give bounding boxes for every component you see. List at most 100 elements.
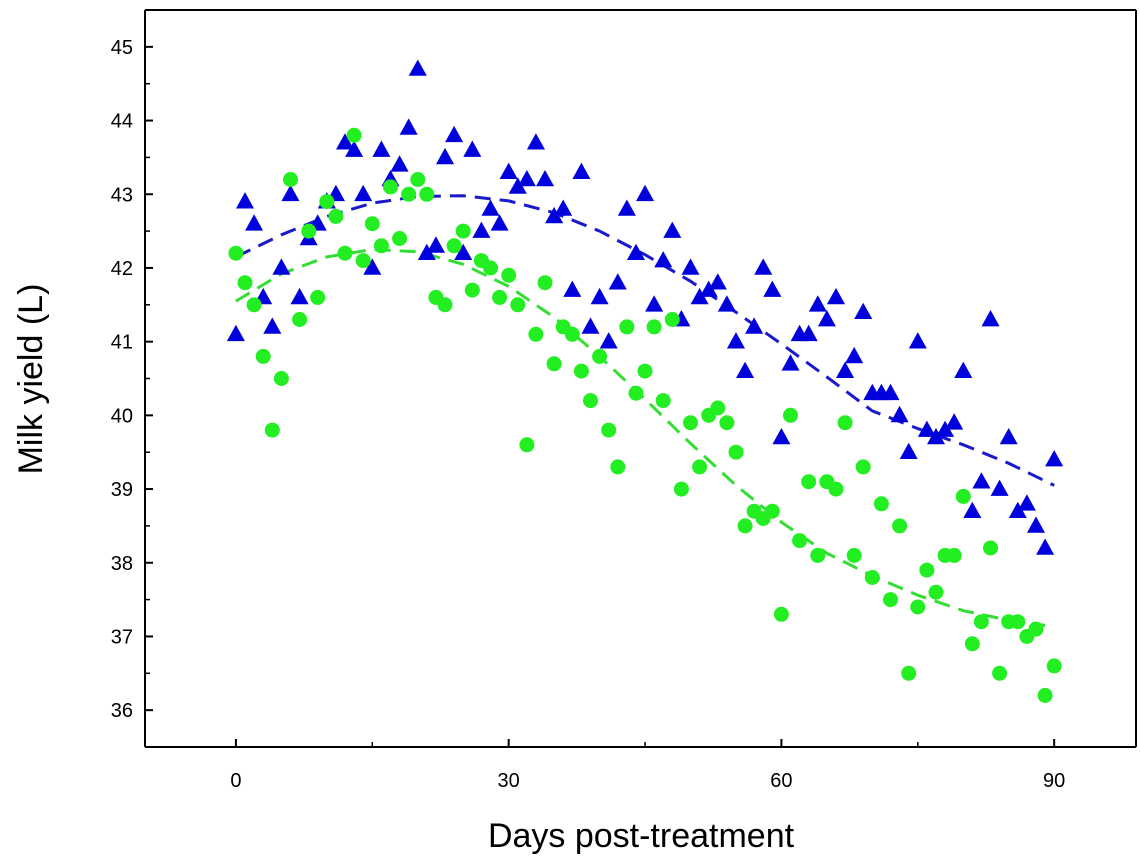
triangle-point bbox=[936, 420, 955, 437]
circle-point bbox=[310, 289, 326, 305]
circle-point bbox=[964, 636, 980, 652]
y-axis-label: Milk yield (L) bbox=[12, 284, 50, 475]
triangle-point bbox=[454, 243, 473, 260]
circle-point bbox=[646, 319, 662, 335]
y-tick-label: 41 bbox=[111, 332, 133, 354]
triangle-point bbox=[336, 133, 354, 150]
circle-point bbox=[610, 459, 626, 475]
circle-point bbox=[719, 415, 735, 431]
circle-point bbox=[228, 245, 244, 261]
triangle-point bbox=[945, 413, 964, 430]
circle-point bbox=[601, 422, 617, 438]
circle-point bbox=[946, 547, 962, 563]
triangle-point bbox=[526, 133, 545, 150]
triangle-point bbox=[736, 361, 755, 378]
circle-point bbox=[1037, 687, 1053, 703]
circle-point bbox=[510, 297, 526, 313]
circle-point bbox=[373, 238, 389, 254]
circle-point bbox=[301, 223, 317, 239]
triangle-point bbox=[590, 287, 609, 305]
triangle-point bbox=[1036, 538, 1055, 555]
triangle-point bbox=[890, 405, 909, 423]
circle-point bbox=[537, 275, 553, 291]
circle-point bbox=[801, 474, 817, 490]
circle-point bbox=[828, 481, 844, 497]
x-axis-label: Days post-treatment bbox=[488, 817, 795, 855]
circle-point bbox=[983, 540, 998, 556]
x-tick-label: 0 bbox=[230, 770, 241, 792]
fit-curve-2 bbox=[235, 247, 1046, 627]
circle-point bbox=[546, 356, 562, 372]
triangle-point bbox=[472, 221, 491, 238]
triangle-point bbox=[581, 317, 600, 334]
triangle-point bbox=[981, 310, 1000, 327]
triangle-point bbox=[263, 317, 282, 334]
triangle-point bbox=[763, 280, 782, 297]
triangle-point bbox=[281, 184, 300, 202]
axis-ticks: 0 30 60 90 36 37 38 39 40 41 42 43 44 45 bbox=[111, 37, 1066, 792]
circle-point bbox=[873, 496, 889, 512]
circle-point bbox=[292, 312, 308, 327]
triangle-point bbox=[781, 354, 800, 371]
circle-point bbox=[401, 186, 417, 202]
circle-point bbox=[519, 437, 535, 453]
circle-point bbox=[283, 172, 298, 187]
circle-point bbox=[664, 312, 680, 327]
circle-point bbox=[492, 289, 508, 305]
triangle-point bbox=[808, 295, 827, 312]
triangle-point bbox=[490, 214, 509, 231]
triangle-point bbox=[645, 295, 664, 312]
circle-point bbox=[464, 282, 480, 298]
circle-point bbox=[564, 326, 580, 342]
circle-point bbox=[528, 326, 544, 342]
y-tick-label: 39 bbox=[111, 479, 133, 501]
circle-point bbox=[846, 547, 862, 563]
x-tick-label: 30 bbox=[498, 770, 520, 792]
y-tick-label: 43 bbox=[111, 184, 133, 206]
triangle-point bbox=[545, 206, 564, 224]
x-tick-label: 60 bbox=[770, 770, 792, 792]
data-points bbox=[226, 59, 1064, 703]
circle-point bbox=[383, 179, 398, 195]
triangle-point bbox=[717, 295, 736, 312]
y-tick-label: 40 bbox=[111, 405, 133, 427]
circle-point bbox=[673, 481, 689, 497]
triangle-point bbox=[226, 324, 245, 342]
circle-point bbox=[637, 363, 653, 379]
circle-point bbox=[837, 415, 853, 431]
triangle-point bbox=[417, 243, 436, 260]
triangle-point bbox=[408, 59, 427, 76]
circle-point bbox=[319, 194, 335, 210]
triangle-point bbox=[636, 184, 655, 202]
triangle-point bbox=[654, 251, 673, 268]
triangle-point bbox=[236, 192, 254, 209]
circle-point bbox=[264, 422, 280, 438]
circle-point bbox=[583, 393, 598, 409]
triangle-point bbox=[517, 170, 536, 187]
triangle-point bbox=[372, 140, 391, 157]
circle-point bbox=[928, 584, 944, 600]
circle-point bbox=[392, 231, 408, 246]
triangle-point bbox=[745, 317, 764, 334]
triangle-point bbox=[554, 199, 573, 216]
circle-point bbox=[483, 260, 498, 276]
circle-point bbox=[892, 518, 908, 534]
triangle-point bbox=[899, 442, 918, 459]
triangle-point bbox=[436, 147, 455, 165]
circle-point bbox=[737, 518, 753, 534]
triangle-point bbox=[799, 324, 818, 342]
triangle-point bbox=[836, 361, 855, 378]
triangle-point bbox=[972, 472, 991, 489]
fit-curve-1 bbox=[235, 194, 1055, 487]
triangle-point bbox=[1008, 501, 1027, 518]
y-tick-label: 42 bbox=[111, 258, 133, 280]
triangle-point bbox=[854, 302, 873, 319]
circle-point bbox=[355, 253, 371, 269]
triangle-point bbox=[881, 383, 900, 401]
triangle-point bbox=[617, 199, 636, 216]
triangle-point bbox=[1045, 450, 1064, 467]
triangle-point bbox=[499, 162, 518, 179]
triangle-point bbox=[508, 177, 527, 194]
triangle-point bbox=[290, 287, 309, 305]
